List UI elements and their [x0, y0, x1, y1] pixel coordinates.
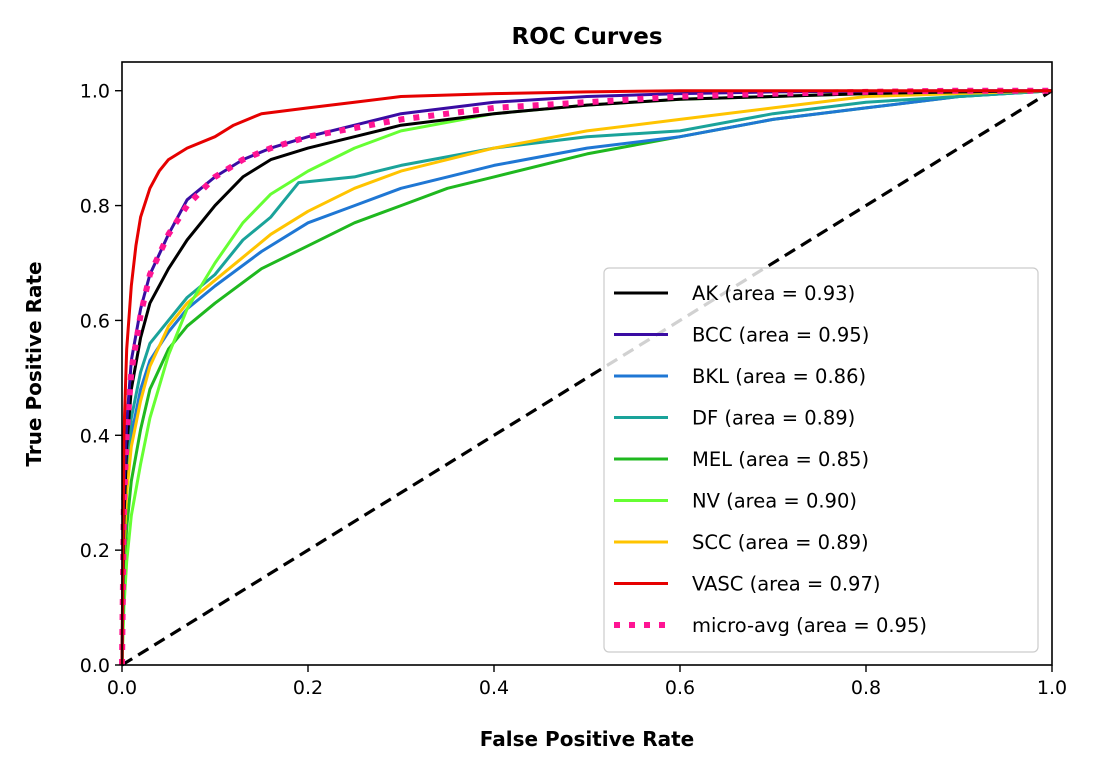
series-line-micro-avg	[119, 87, 1052, 666]
legend-label-scc: SCC (area = 0.89)	[692, 531, 869, 554]
y-tick-label: 0.0	[80, 655, 110, 677]
legend-box	[603, 267, 1039, 653]
series-line-chance	[121, 89, 1053, 667]
axes-frame	[121, 61, 1053, 666]
x-axis-label: False Positive Rate	[480, 727, 694, 751]
x-tick-label: 1.0	[1037, 677, 1067, 699]
chart-title: ROC Curves	[511, 24, 662, 50]
legend-label-nv: NV (area = 0.90)	[692, 490, 857, 513]
axis-ticks: 0.0 0.2 0.4 0.6 0.8 1.0 0.0 0.2 0.4 0.6 0.8 1.0	[80, 81, 1067, 699]
legend-label-mel: MEL (area = 0.85)	[692, 448, 869, 471]
series-line-scc	[120, 89, 1053, 666]
series-line-bkl	[120, 89, 1053, 666]
y-tick-label: 1.0	[80, 81, 110, 103]
legend-label-ak: AK (area = 0.93)	[692, 282, 855, 305]
x-tick-label: 0.0	[107, 677, 137, 699]
y-axis-label: True Positive Rate	[22, 261, 46, 466]
legend-label-df: DF (area = 0.89)	[692, 407, 855, 430]
series-line-vasc	[120, 89, 1052, 666]
y-tick-label: 0.2	[80, 540, 110, 562]
plot-area	[119, 87, 1053, 667]
y-tick-label: 0.6	[80, 310, 110, 332]
legend-label-bcc: BCC (area = 0.95)	[692, 324, 869, 347]
legend-label-bkl: BKL (area = 0.86)	[692, 365, 866, 388]
y-tick-label: 0.8	[80, 196, 110, 218]
legend-label-micro-avg: micro-avg (area = 0.95)	[692, 614, 927, 637]
y-tick-label: 0.4	[80, 425, 110, 447]
x-tick-label: 0.6	[665, 677, 695, 699]
x-tick-label: 0.4	[479, 677, 509, 699]
legend-label-vasc: VASC (area = 0.97)	[692, 573, 880, 596]
series-line-ak	[120, 89, 1053, 666]
x-tick-label: 0.2	[293, 677, 323, 699]
legend: AK (area = 0.93) BCC (area = 0.95) BKL (ar…	[603, 267, 1039, 653]
x-tick-label: 0.8	[851, 677, 881, 699]
series-line-df	[120, 89, 1053, 666]
